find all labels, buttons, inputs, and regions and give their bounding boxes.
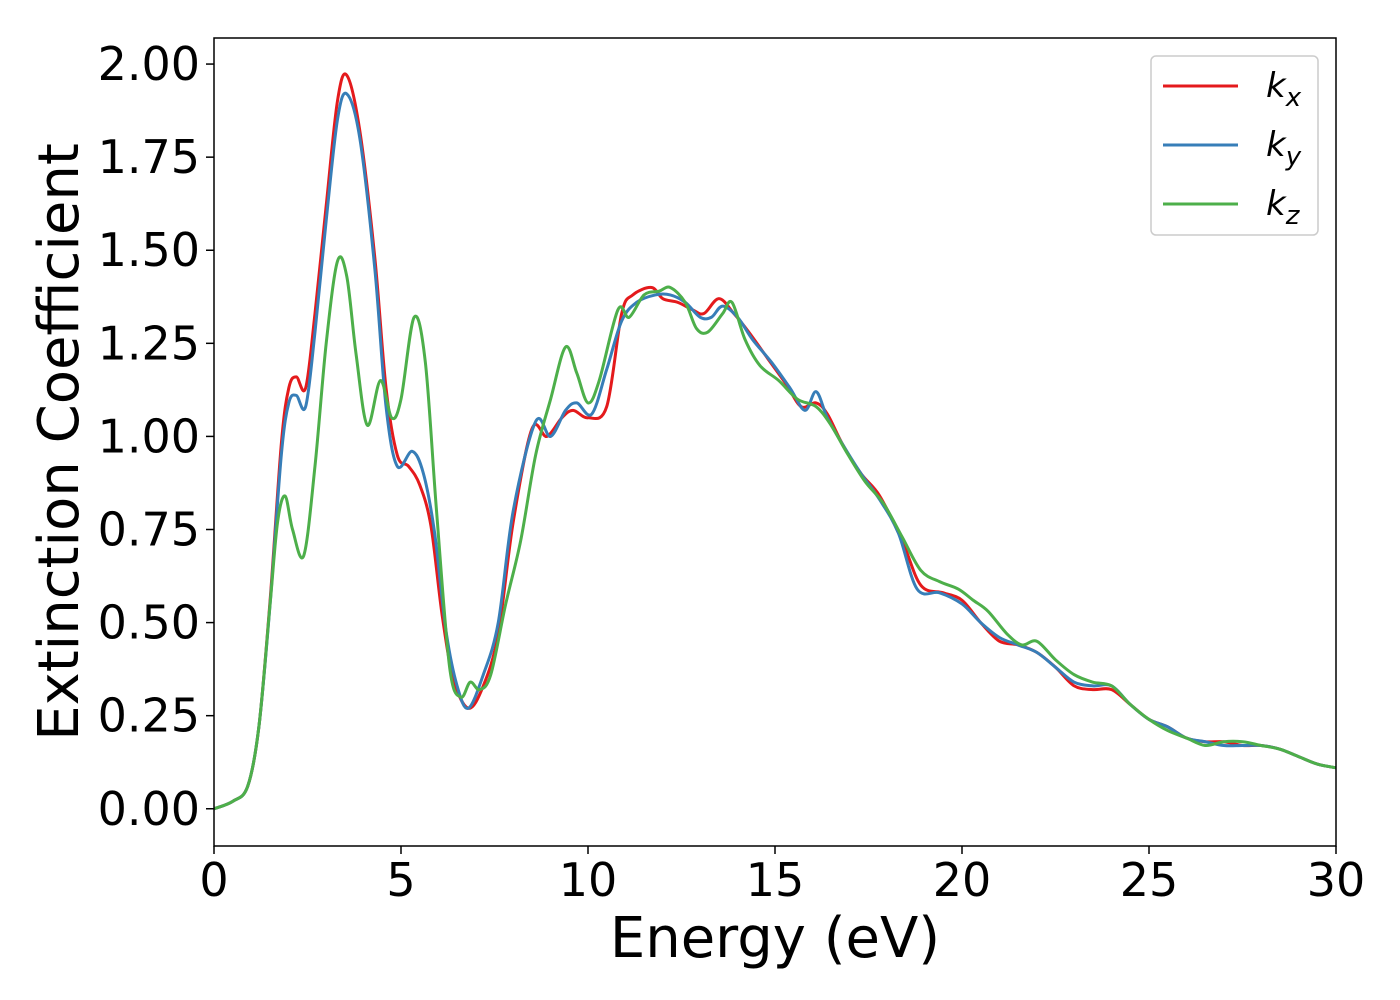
- series-layer: [214, 72, 1336, 811]
- x-tick-label: 15: [746, 853, 805, 907]
- y-tick-label: 1.75: [98, 130, 200, 184]
- legend-label-subscript: y: [1285, 142, 1302, 172]
- x-tick-label: 25: [1120, 853, 1179, 907]
- y-tick-label: 0.50: [98, 596, 200, 650]
- y-axis: 0.00 0.25 0.50 0.75 1.00 1.25 1.50 1.75 2.00: [98, 37, 214, 836]
- legend-label-subscript: x: [1285, 83, 1302, 113]
- y-tick-label: 0.00: [98, 782, 200, 836]
- x-tick-label: 10: [559, 853, 618, 907]
- y-tick-label: 2.00: [98, 37, 200, 91]
- legend-label-main: k: [1266, 184, 1287, 224]
- x-tick-label: 20: [933, 853, 992, 907]
- series-line-kx: [214, 72, 1336, 811]
- y-tick-label: 1.50: [98, 223, 200, 277]
- legend-label-main: k: [1266, 125, 1287, 165]
- x-tick-label: 30: [1307, 853, 1366, 907]
- y-tick-label: 0.25: [98, 689, 200, 743]
- legend-label-subscript: z: [1285, 201, 1301, 231]
- legend-label-ky: ky: [1266, 125, 1302, 172]
- x-axis: 0 5 10 15 20 25 30: [199, 846, 1365, 907]
- x-tick-label: 5: [386, 853, 415, 907]
- legend-label-kx: kx: [1266, 66, 1302, 113]
- y-axis-title: Extinction Coefficient: [27, 143, 92, 741]
- y-tick-label: 0.75: [98, 503, 200, 557]
- x-tick-label: 0: [199, 853, 228, 907]
- series-line-ky: [214, 91, 1336, 811]
- legend-label-main: k: [1266, 66, 1287, 106]
- legend-label-kz: kz: [1266, 184, 1301, 231]
- x-axis-title: Energy (eV): [610, 906, 940, 971]
- series-line-kz: [214, 255, 1336, 811]
- y-tick-label: 1.25: [98, 316, 200, 370]
- y-tick-label: 1.00: [98, 409, 200, 463]
